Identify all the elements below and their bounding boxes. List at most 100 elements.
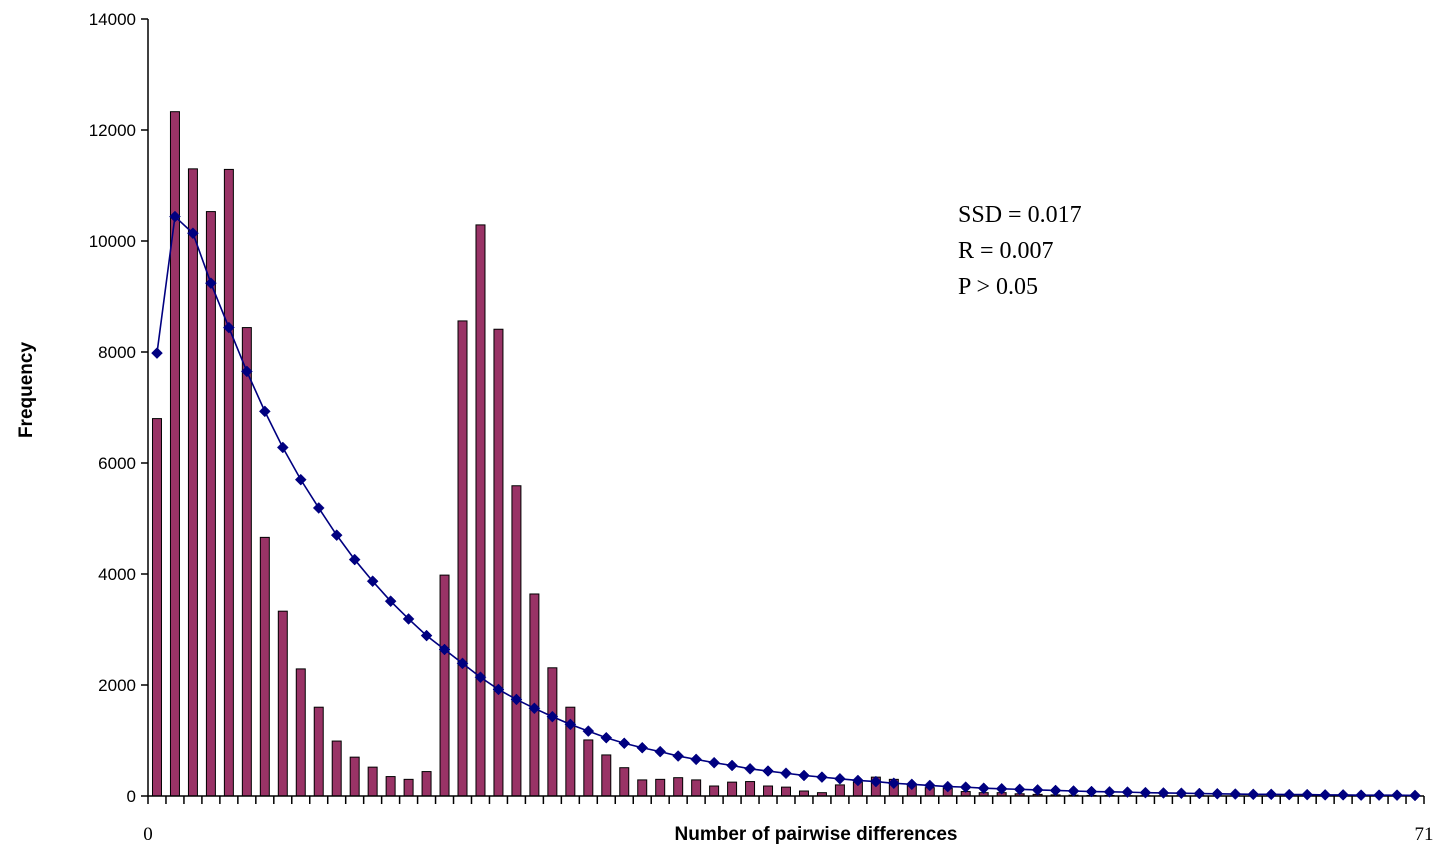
y-tick-label: 12000: [89, 121, 136, 140]
bar: [655, 778, 666, 797]
line-point: [1319, 789, 1332, 801]
line-point: [1355, 789, 1367, 802]
y-tick-label: 14000: [89, 10, 136, 29]
line-point: [223, 321, 235, 334]
x-start-label: 0: [143, 824, 153, 845]
line-point: [852, 774, 864, 787]
line-point: [887, 777, 900, 790]
line-point: [672, 750, 685, 762]
bar: [223, 168, 234, 797]
bar: [745, 781, 756, 797]
bar: [547, 667, 558, 797]
x-axis-title: Number of pairwise differences: [675, 824, 958, 845]
line-point: [654, 745, 667, 758]
bar: [421, 771, 432, 797]
bar: [259, 536, 270, 797]
bar: [529, 593, 540, 797]
line-point: [977, 782, 990, 795]
bar: [673, 777, 684, 797]
line-point: [1391, 789, 1403, 802]
line-point: [582, 725, 595, 737]
line-point: [726, 759, 738, 772]
line-point: [1067, 785, 1080, 797]
line-point: [1121, 786, 1134, 798]
line-point: [187, 227, 199, 240]
bar: [457, 320, 468, 797]
y-tick-label: 10000: [89, 232, 136, 251]
bar: [439, 574, 450, 797]
bar: [601, 754, 612, 797]
line-point: [834, 772, 846, 785]
line-point: [744, 762, 756, 775]
bar: [151, 418, 162, 797]
line-point: [169, 210, 181, 223]
bar: [277, 610, 288, 797]
y-tick-label: 6000: [98, 454, 136, 473]
stats-annotation: SSD = 0.017 R = 0.007 P > 0.05: [958, 202, 1082, 300]
line-point: [618, 737, 631, 750]
bar: [583, 739, 594, 797]
annotation-p: P > 0.05: [958, 274, 1038, 300]
bar: [727, 781, 738, 797]
line-series: [151, 210, 1421, 802]
line-point: [564, 718, 577, 731]
x-end-label: 71: [1415, 824, 1434, 845]
bar: [187, 168, 198, 797]
bar: [637, 779, 648, 797]
line-point: [995, 782, 1008, 795]
line-point: [348, 553, 361, 566]
line-point: [402, 613, 415, 625]
bar: [763, 785, 774, 797]
bar: [313, 706, 324, 797]
y-tick-label: 0: [127, 787, 136, 806]
line-point: [456, 657, 469, 670]
line-point: [905, 778, 918, 791]
line-point: [258, 405, 271, 418]
bar-series: [151, 111, 1205, 797]
line-point: [384, 595, 397, 608]
line-point: [420, 629, 433, 642]
line-point: [1337, 789, 1349, 801]
line-point: [798, 769, 810, 782]
line-point: [1247, 788, 1260, 801]
line-point: [1211, 787, 1224, 800]
line-point: [330, 529, 343, 542]
line-point: [690, 753, 702, 766]
line-point: [205, 277, 217, 290]
line-point: [1157, 787, 1170, 799]
line-point: [1085, 785, 1098, 798]
annotation-r: R = 0.007: [958, 238, 1054, 264]
line-point: [1175, 787, 1188, 800]
line-point: [1013, 783, 1026, 796]
line-point: [294, 473, 307, 486]
line-point: [492, 683, 505, 696]
line-point: [600, 731, 613, 744]
bar: [331, 740, 342, 797]
line-point: [528, 702, 541, 715]
line-point: [151, 347, 163, 359]
bar: [781, 786, 792, 797]
line-point: [1229, 788, 1242, 800]
bar: [367, 766, 378, 797]
line-point: [870, 775, 882, 788]
line-point: [708, 756, 720, 769]
bar: [349, 756, 360, 797]
line-point: [959, 781, 972, 793]
line-point: [1301, 788, 1314, 801]
line-point: [1283, 788, 1296, 801]
line-point: [276, 441, 289, 454]
line-point: [1049, 784, 1062, 797]
line-point: [1373, 789, 1385, 802]
axes: 0 2000 4000 6000 8000 10000 12000 14000: [89, 10, 1425, 806]
line-path: [156, 214, 1416, 797]
y-axis-title: Frequency: [16, 342, 37, 439]
line-point: [1409, 789, 1421, 802]
line-point: [546, 710, 559, 723]
bar: [619, 767, 630, 797]
bar: [403, 778, 414, 797]
line-point: [941, 780, 954, 793]
line-point: [510, 693, 523, 706]
bar: [493, 328, 504, 797]
line-point: [816, 771, 828, 783]
